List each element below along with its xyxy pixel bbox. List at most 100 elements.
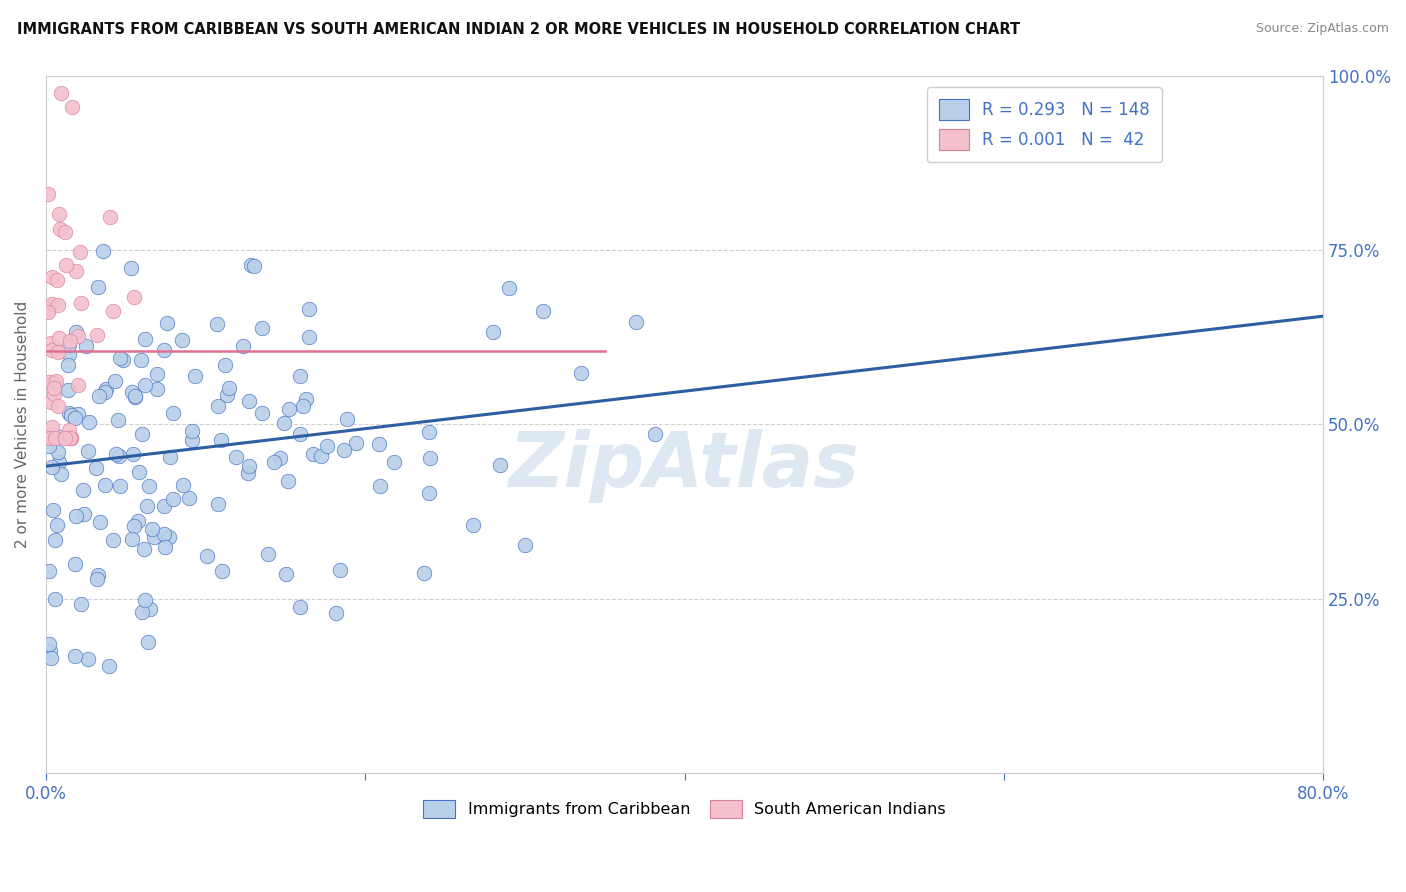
Point [51, 467, 73, 481]
Point [58, 338, 80, 352]
Point [298, 329, 321, 343]
Point [44, 387, 66, 401]
Point [38, 637, 60, 651]
Point [346, 436, 368, 450]
Point [124, 389, 146, 403]
Point [41, 420, 63, 434]
Point [98, 211, 121, 225]
Point [42, 376, 65, 390]
Point [124, 390, 146, 404]
Point [84, 461, 107, 475]
Point [65, 508, 87, 523]
Text: IMMIGRANTS FROM CARIBBEAN VS SOUTH AMERICAN INDIAN 2 OR MORE VEHICLES IN HOUSEHO: IMMIGRANTS FROM CARIBBEAN VS SOUTH AMERI… [17, 22, 1019, 37]
Point [156, 316, 179, 330]
Point [153, 541, 176, 555]
Point [333, 442, 356, 457]
Point [59, 334, 82, 349]
Point [63, 648, 86, 663]
Point [48, 455, 70, 469]
Point [111, 352, 134, 367]
Point [107, 449, 129, 463]
Point [120, 260, 142, 275]
Point [37, 187, 59, 202]
Point [108, 351, 131, 366]
Point [195, 549, 218, 563]
Point [141, 523, 163, 537]
Point [58, 423, 80, 437]
Point [55, 258, 77, 272]
Point [63, 557, 86, 571]
Point [273, 417, 295, 431]
Point [128, 465, 150, 479]
Point [225, 450, 247, 464]
Text: Source: ZipAtlas.com: Source: ZipAtlas.com [1256, 22, 1389, 36]
Point [531, 303, 554, 318]
Point [157, 530, 180, 544]
Point [209, 433, 232, 447]
Point [66, 377, 89, 392]
Point [46, 444, 69, 458]
Point [316, 439, 339, 453]
Point [179, 491, 201, 505]
Point [132, 541, 155, 556]
Point [48, 206, 70, 220]
Point [94, 382, 117, 396]
Point [159, 450, 181, 464]
Point [644, 427, 666, 442]
Point [172, 478, 194, 492]
Point [211, 564, 233, 578]
Point [367, 437, 389, 451]
Point [60, 408, 83, 422]
Point [87, 389, 110, 403]
Point [217, 388, 239, 402]
Point [60, 431, 83, 445]
Point [162, 491, 184, 506]
Point [41, 503, 63, 517]
Point [39, 335, 62, 350]
Point [127, 514, 149, 528]
Point [44, 592, 66, 607]
Point [481, 325, 503, 339]
Point [207, 399, 229, 413]
Point [60, 100, 83, 114]
Point [121, 532, 143, 546]
Point [58, 383, 80, 397]
Point [214, 359, 236, 373]
Point [129, 353, 152, 368]
Point [45, 374, 67, 388]
Point [104, 374, 127, 388]
Point [276, 566, 298, 581]
Point [46, 273, 69, 287]
Point [42, 381, 65, 395]
Text: ZipAtlas: ZipAtlas [509, 429, 860, 503]
Point [38, 431, 60, 445]
Point [181, 424, 204, 438]
Point [419, 450, 441, 465]
Point [302, 447, 325, 461]
Point [131, 605, 153, 619]
Point [329, 563, 352, 577]
Point [138, 479, 160, 493]
Point [94, 478, 117, 492]
Point [44, 431, 66, 445]
Point [48, 222, 70, 236]
Point [73, 508, 96, 522]
Point [290, 369, 312, 384]
Point [136, 634, 159, 648]
Point [86, 568, 108, 582]
Point [463, 518, 485, 533]
Point [105, 447, 128, 461]
Point [122, 447, 145, 461]
Point [60, 431, 83, 445]
Point [65, 326, 87, 340]
Point [153, 343, 176, 357]
Point [53, 431, 76, 445]
Point [142, 530, 165, 544]
Point [122, 519, 145, 533]
Point [39, 395, 62, 409]
Point [181, 433, 204, 447]
Point [101, 533, 124, 547]
Point [489, 458, 512, 473]
Point [336, 412, 359, 426]
Point [134, 332, 156, 346]
